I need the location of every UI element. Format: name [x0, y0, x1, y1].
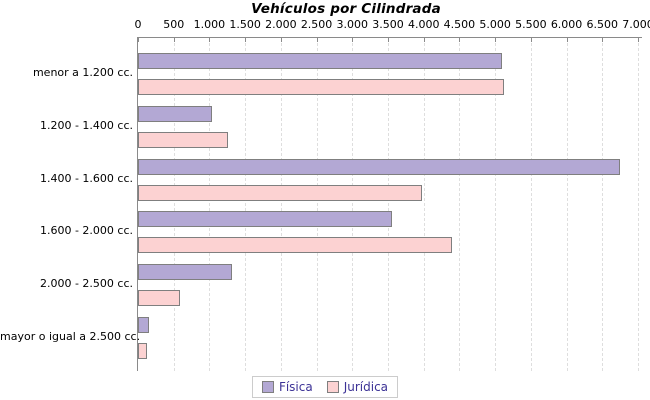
x-axis-tick-label: 5.000 — [479, 18, 511, 31]
x-axis-tick-label: 500 — [163, 18, 185, 31]
x-axis-tick-label: 1.500 — [229, 18, 261, 31]
y-axis-category-label: mayor o igual a 2.500 cc. — [0, 330, 141, 343]
bar-juridica-5 — [138, 343, 147, 359]
x-axis-tick-label: 2.000 — [265, 18, 297, 31]
gridline — [530, 38, 532, 371]
legend: Física Jurídica — [251, 376, 399, 398]
x-axis-tick-label: 4.500 — [443, 18, 476, 31]
legend-container: Física Jurídica — [0, 376, 650, 398]
y-axis-category-label: menor a 1.200 cc. — [32, 66, 133, 79]
bar-fisica-5 — [138, 317, 149, 333]
y-axis-category-label: 1.200 - 1.400 cc. — [39, 118, 133, 132]
gridline — [495, 38, 497, 371]
gridline — [388, 38, 389, 371]
gridline — [566, 38, 568, 371]
gridline — [602, 38, 604, 371]
gridline — [280, 38, 282, 371]
x-axis-tick — [280, 38, 282, 42]
x-axis-tick — [530, 38, 532, 42]
x-axis-tick-label: 7.000 — [622, 18, 650, 31]
x-axis-tick — [566, 38, 568, 42]
bar-fisica-0 — [138, 53, 503, 69]
legend-swatch-fisica — [261, 381, 274, 393]
plot-area: 0 500 1.000 1.500 2.000 2.500 3.000 3.500 4.000 4… — [135, 18, 650, 371]
y-axis-category-label: 1.400 - 1.600 cc. — [39, 171, 133, 185]
gridline — [459, 38, 461, 371]
x-axis-tick — [352, 38, 354, 42]
x-axis-tick — [316, 38, 318, 42]
bar-fisica-2 — [138, 158, 621, 175]
chart-title: Vehículos por Cilindrada — [251, 1, 441, 17]
x-axis-tick-label: 6.000 — [550, 18, 583, 31]
y-axis-category-label: 1.600 - 2.000 cc. — [39, 224, 133, 238]
bar-juridica-3 — [138, 237, 453, 254]
gridline — [423, 38, 425, 371]
gridline — [209, 38, 211, 371]
bar-fisica-4 — [138, 264, 233, 281]
x-axis-tick-label: 1.000 — [193, 18, 226, 31]
legend-swatch-juridica — [326, 381, 339, 393]
bar-fisica-1 — [138, 105, 213, 122]
legend-label-juridica: Jurídica — [343, 380, 389, 394]
legend-label-fisica: Física — [278, 380, 313, 394]
x-axis-tick — [209, 38, 211, 42]
gridline — [173, 38, 175, 371]
gridline — [316, 38, 318, 371]
gridline — [638, 38, 639, 371]
bar-juridica-4 — [138, 290, 181, 307]
x-axis-tick-label: 3.500 — [372, 18, 404, 31]
bar-juridica-0 — [138, 79, 505, 95]
x-axis-tick-label: 3.000 — [336, 18, 369, 31]
x-axis-tick — [495, 38, 497, 42]
x-axis-tick — [602, 38, 604, 42]
x-axis-tick — [423, 38, 425, 42]
gridline — [245, 38, 247, 371]
bar-juridica-1 — [138, 131, 228, 148]
x-axis-tick — [173, 38, 175, 42]
x-axis-tick — [138, 38, 139, 42]
gridline — [352, 38, 354, 371]
x-axis-tick — [459, 38, 461, 42]
bar-fisica-3 — [138, 211, 393, 228]
x-axis-tick — [388, 38, 389, 42]
x-axis-tick-label: 4.000 — [407, 18, 440, 31]
x-axis-tick-label: 6.500 — [586, 18, 619, 31]
legend-item-juridica: Jurídica — [326, 380, 389, 394]
x-axis-line — [638, 37, 642, 38]
x-axis-tick-label: 5.500 — [515, 18, 547, 31]
legend-item-fisica: Física — [261, 380, 313, 394]
x-axis-tick — [638, 38, 639, 42]
x-axis-tick-label: 2.500 — [300, 18, 333, 31]
bar-juridica-2 — [138, 184, 422, 201]
x-axis-tick — [245, 38, 247, 42]
y-axis-category-label: 2.000 - 2.500 cc. — [39, 277, 133, 291]
x-axis-tick-label: 0 — [134, 18, 142, 31]
